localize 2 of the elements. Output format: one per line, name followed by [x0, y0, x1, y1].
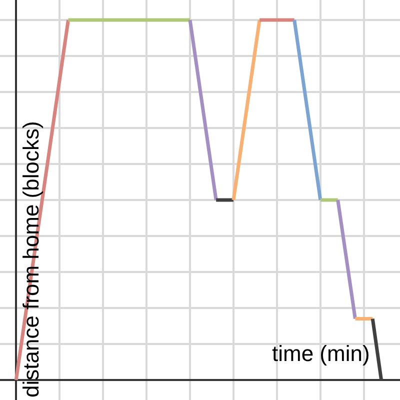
- x-axis-title: time (min): [272, 341, 370, 366]
- y-axis-title: distance from home (blocks): [18, 121, 44, 398]
